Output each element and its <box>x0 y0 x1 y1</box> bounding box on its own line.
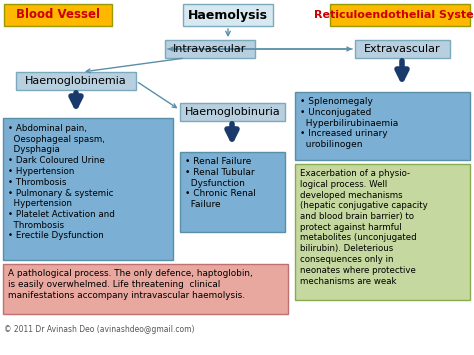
Text: Haemoglobinemia: Haemoglobinemia <box>25 76 127 86</box>
FancyBboxPatch shape <box>295 92 470 160</box>
FancyBboxPatch shape <box>165 40 255 58</box>
Text: © 2011 Dr Avinash Deo (avinashdeo@gmail.com): © 2011 Dr Avinash Deo (avinashdeo@gmail.… <box>4 325 194 334</box>
Text: A pathological process. The only defence, haptoglobin,
is easily overwhelmed. Li: A pathological process. The only defence… <box>8 269 253 300</box>
Text: Extravascular: Extravascular <box>364 44 441 54</box>
Text: Haemoglobinuria: Haemoglobinuria <box>185 107 281 117</box>
FancyBboxPatch shape <box>355 40 450 58</box>
FancyBboxPatch shape <box>3 118 173 260</box>
FancyBboxPatch shape <box>180 103 285 121</box>
FancyBboxPatch shape <box>16 72 136 90</box>
Text: • Splenomegaly
• Unconjugated
  Hyperbilirubinaemia
• Increased urinary
  urobil: • Splenomegaly • Unconjugated Hyperbilir… <box>300 97 398 149</box>
Text: • Abdominal pain,
  Oesophageal spasm,
  Dysphagia
• Dark Coloured Urine
• Hyper: • Abdominal pain, Oesophageal spasm, Dys… <box>8 124 115 240</box>
FancyBboxPatch shape <box>183 4 273 26</box>
Text: Haemolysis: Haemolysis <box>188 9 268 22</box>
FancyBboxPatch shape <box>295 164 470 300</box>
Text: Exacerbation of a physio-
logical process. Well
developed mechanisms
(hepatic co: Exacerbation of a physio- logical proces… <box>300 169 428 285</box>
FancyBboxPatch shape <box>4 4 112 26</box>
Text: • Renal Failure
• Renal Tubular
  Dysfunction
• Chronic Renal
  Failure: • Renal Failure • Renal Tubular Dysfunct… <box>185 157 256 209</box>
FancyBboxPatch shape <box>3 264 288 314</box>
FancyBboxPatch shape <box>330 4 470 26</box>
Text: Blood Vessel: Blood Vessel <box>16 9 100 22</box>
Text: Reticuloendothelial System: Reticuloendothelial System <box>314 10 474 20</box>
FancyBboxPatch shape <box>180 152 285 232</box>
Text: Intravascular: Intravascular <box>173 44 246 54</box>
